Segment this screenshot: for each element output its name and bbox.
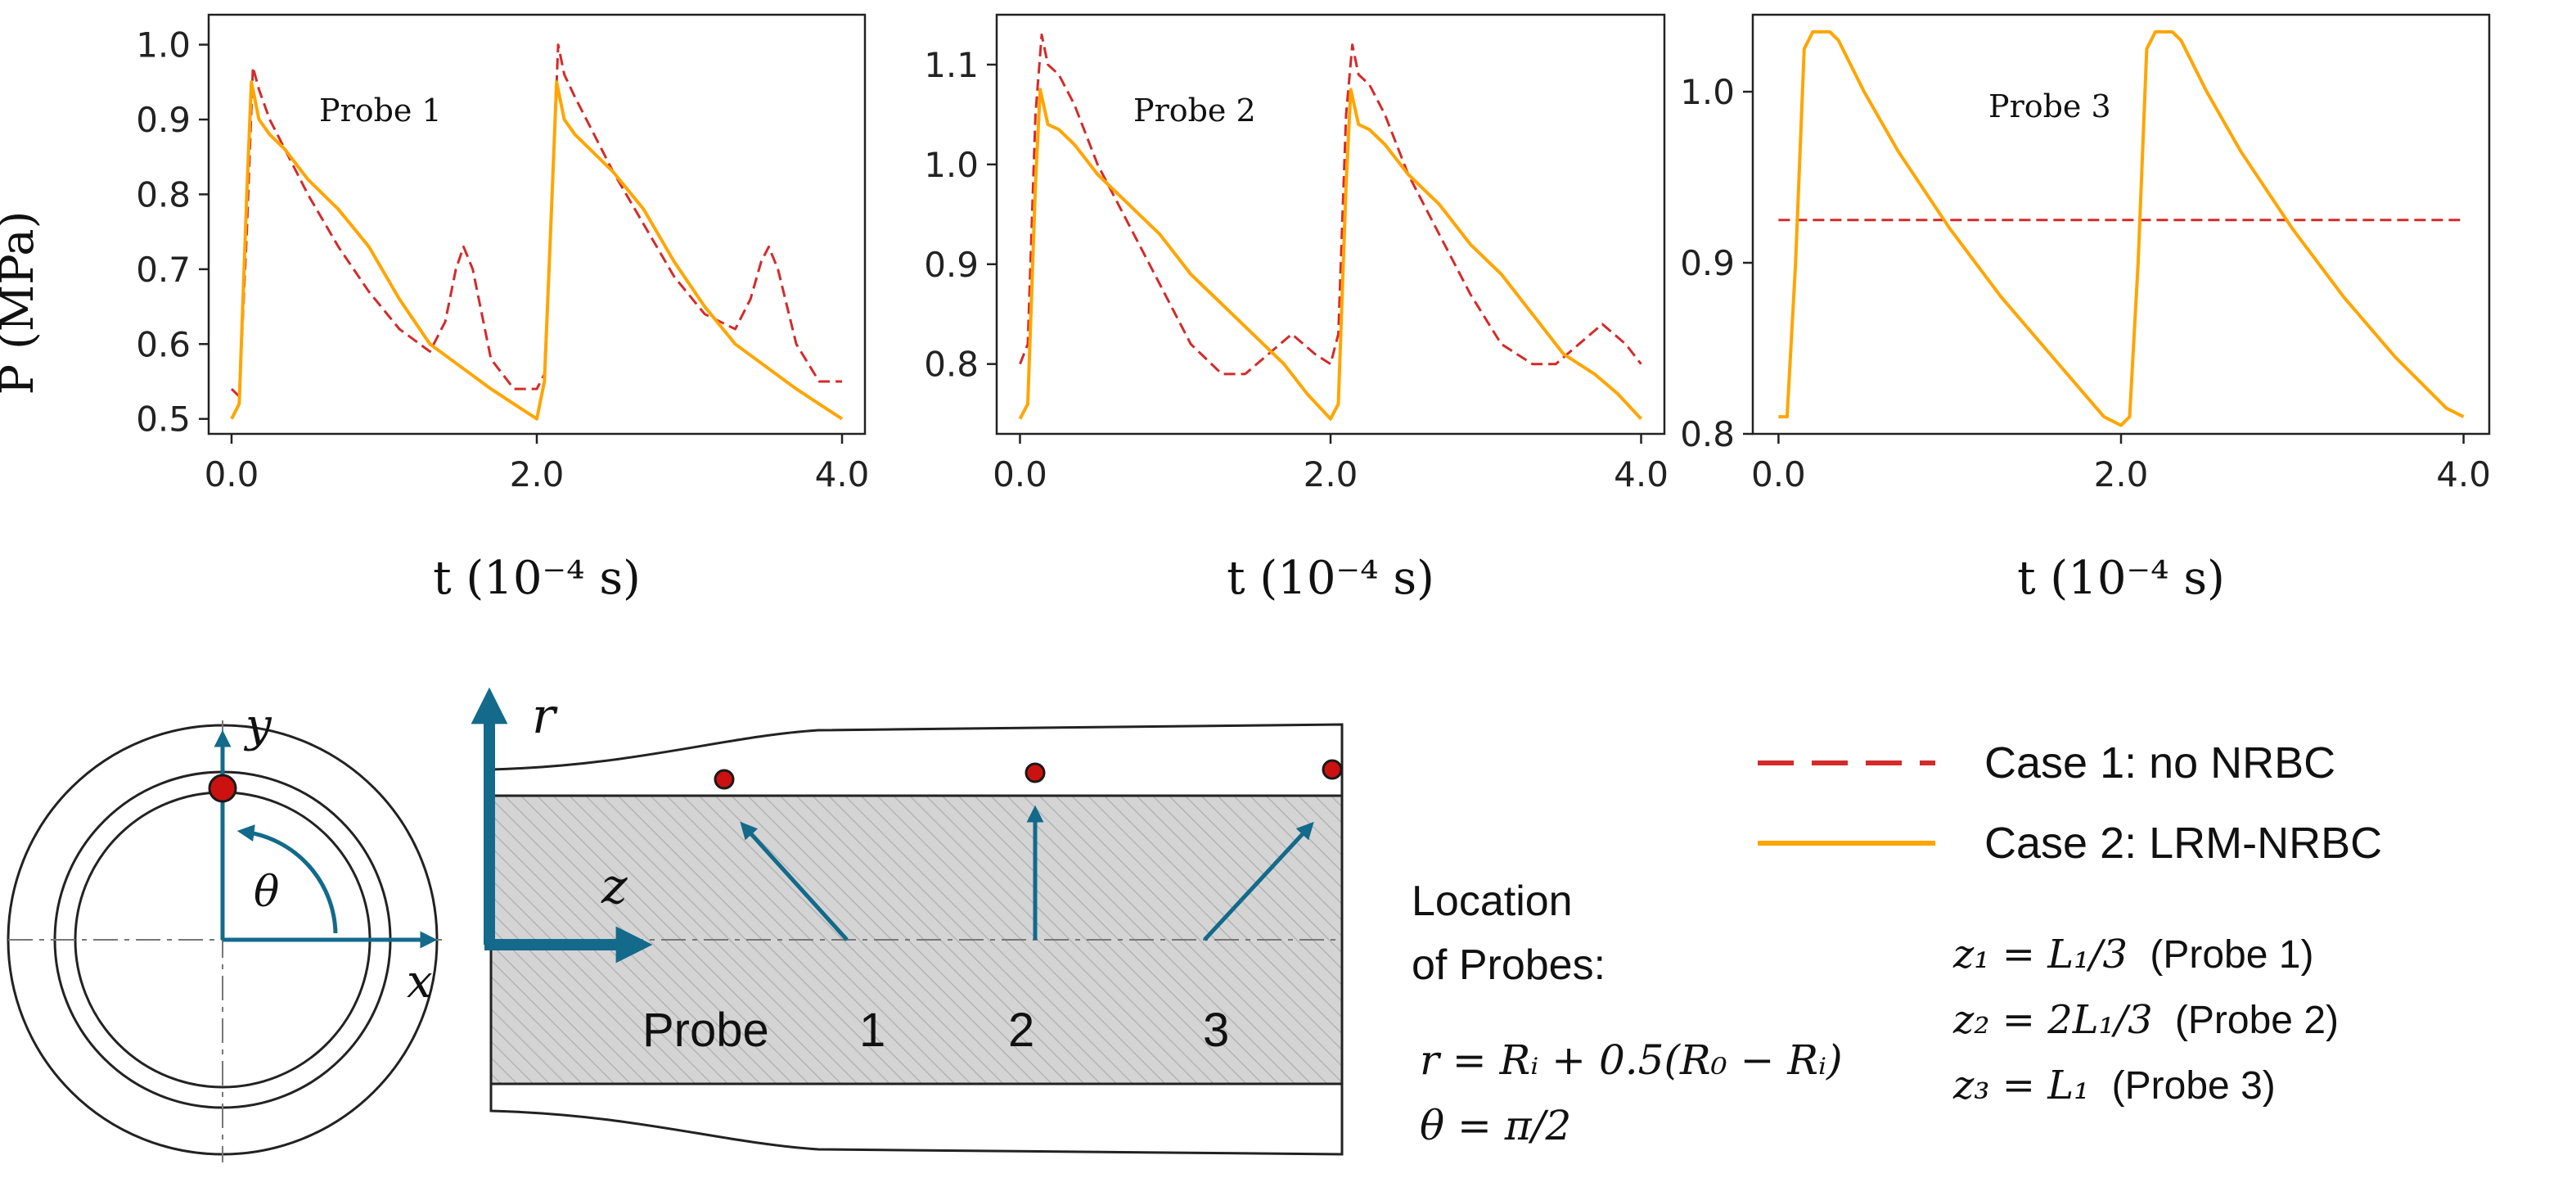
probe-number-3: 3	[1203, 1004, 1229, 1057]
probe-3-marker	[1322, 759, 1343, 780]
x-axis-label: t (10⁻⁴ s)	[2017, 552, 2225, 605]
z3-eq: z₃ = L₁	[1952, 1063, 2089, 1108]
chart-title: Probe 3	[1988, 88, 2111, 124]
x-tick-label: 2.0	[510, 454, 565, 494]
x-tick-label: 0.0	[993, 454, 1047, 494]
chart-probe-2: 0.8 0.9 1.0 1.1 0.0 2.0 4.0 Probe 2 t (10⁻⁴ s)	[924, 13, 1669, 605]
y-tick-label: 1.1	[924, 45, 979, 85]
side-view-diagram: r z Probe 1 2 3	[471, 687, 1344, 1156]
x-tick-label: 2.0	[2094, 454, 2149, 494]
y-axis-label-text: P (MPa)	[0, 210, 44, 395]
z1-eq: z₁ = L₁/3	[1952, 932, 2128, 977]
z3-note: (Probe 3)	[2112, 1064, 2276, 1108]
x-tick-label: 0.0	[1751, 454, 1806, 494]
y-tick-label: 1.0	[924, 145, 979, 185]
probe-marker-cross-section	[208, 774, 237, 803]
y-axis-symbol: y	[243, 699, 272, 752]
series-case2-line	[1778, 29, 2465, 427]
y-tick-label: 0.9	[924, 245, 979, 285]
probe-number-2: 2	[1008, 1004, 1034, 1057]
cross-section-diagram: y x θ	[7, 699, 442, 1162]
z2-note: (Probe 2)	[2175, 999, 2339, 1042]
y-tick-label: 0.8	[136, 174, 191, 214]
probe-2-marker	[1025, 762, 1046, 783]
theta-equation: θ = π/2	[1420, 1102, 1571, 1149]
r-axis-symbol: r	[532, 688, 558, 745]
chart-probe-3: 0.8 0.9 1.0 0.0 2.0 4.0 Probe 3 t (10⁻⁴ s)	[1680, 13, 2491, 605]
z3-line: z₃ = L₁ (Probe 3)	[1952, 1063, 2276, 1108]
x-tick-label: 0.0	[205, 454, 259, 494]
probe-location-block: Location of Probes: r = Rᵢ + 0.5(R₀ − Rᵢ…	[1412, 878, 1843, 1149]
chart-title: Probe 2	[1133, 93, 1256, 129]
theta-symbol: θ	[254, 868, 279, 917]
y-tick-label: 0.7	[136, 250, 191, 290]
location-title-line1: Location	[1412, 878, 1573, 925]
location-title-line2: of Probes:	[1412, 941, 1605, 989]
x-tick-label: 4.0	[2436, 454, 2491, 494]
probe-1-marker	[714, 769, 735, 790]
legend: Case 1: no NRBC Case 2: LRM-NRBC	[1758, 738, 2382, 868]
y-tick-label: 0.9	[1680, 243, 1735, 283]
x-axis-label: t (10⁻⁴ s)	[1227, 552, 1434, 605]
probe-number-1: 1	[859, 1004, 885, 1057]
x-tick-label: 4.0	[815, 454, 870, 494]
probe-1-arrow	[740, 821, 849, 941]
y-tick-label: 0.9	[136, 100, 191, 140]
z2-line: z₂ = 2L₁/3 (Probe 2)	[1952, 997, 2339, 1043]
plot-frame	[1751, 13, 2491, 436]
y-axis-label: P (MPa)	[0, 210, 44, 395]
x-axis-symbol: x	[407, 955, 433, 1009]
chart-title: Probe 1	[319, 93, 442, 129]
z1-note: (Probe 1)	[2150, 933, 2313, 977]
chart-probe-1: 0.5 0.6 0.7 0.8 0.9 1.0 0.0 2.0 4.0 Probe 1 t (10⁻…	[136, 13, 870, 605]
series-case1-line	[230, 43, 842, 398]
plot-frame	[207, 13, 867, 436]
y-tick-label: 0.5	[136, 399, 191, 440]
z1-line: z₁ = L₁/3 (Probe 1)	[1952, 932, 2313, 977]
plot-frame	[995, 13, 1666, 436]
y-tick-label: 0.8	[1680, 414, 1735, 454]
z-positions-block: z₁ = L₁/3 (Probe 1) z₂ = 2L₁/3 (Probe 2)…	[1952, 932, 2339, 1108]
x-axis-label: t (10⁻⁴ s)	[433, 552, 641, 605]
r-equation: r = Rᵢ + 0.5(R₀ − Rᵢ)	[1420, 1036, 1843, 1084]
z-axis-symbol: z	[601, 858, 628, 915]
y-tick-label: 1.0	[1680, 72, 1735, 112]
series-case1-line	[1019, 33, 1642, 376]
x-tick-label: 2.0	[1304, 454, 1358, 494]
z2-eq: z₂ = 2L₁/3	[1952, 997, 2153, 1043]
y-tick-label: 1.0	[136, 25, 191, 65]
x-tick-label: 4.0	[1614, 454, 1669, 494]
probe-word: Probe	[642, 1004, 769, 1057]
legend-case2-label: Case 2: LRM-NRBC	[1984, 819, 2382, 868]
probe-3-arrow	[1203, 821, 1314, 941]
series-case2-line	[1018, 88, 1642, 421]
y-tick-label: 0.8	[924, 345, 979, 385]
series-case2-line	[230, 80, 844, 421]
y-tick-label: 0.6	[136, 324, 191, 364]
theta-arc-arrow	[236, 824, 338, 934]
legend-case1-label: Case 1: no NRBC	[1984, 738, 2335, 788]
